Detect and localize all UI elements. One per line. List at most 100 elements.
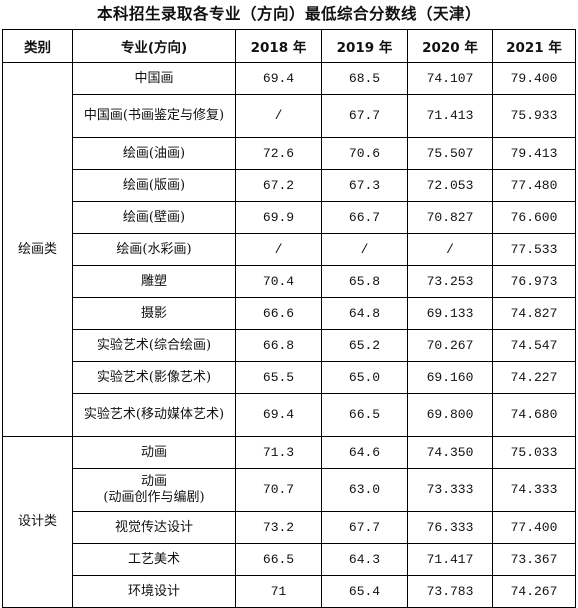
score-cell: / (235, 94, 322, 138)
major-cell: 实验艺术(综合绘画) (72, 329, 236, 362)
score-cell: 67.7 (321, 511, 408, 544)
score-cell: 65.2 (321, 329, 408, 362)
score-cell: 67.3 (321, 169, 408, 202)
score-cell: 69.4 (235, 393, 322, 437)
score-cell: 74.107 (407, 62, 493, 95)
score-cell: 73.783 (407, 575, 493, 608)
score-cell: 67.7 (321, 94, 408, 138)
table-row: 绘画(水彩画) / / / 77.533 (3, 233, 576, 266)
score-cell: 75.933 (492, 94, 576, 138)
score-cell: 71 (235, 575, 322, 608)
header-year-2021: 2021 年 (492, 29, 576, 63)
score-cell: 69.9 (235, 201, 322, 234)
major-cell: 视觉传达设计 (72, 511, 236, 544)
score-cell: 74.680 (492, 393, 576, 437)
score-cell: 70.267 (407, 329, 493, 362)
score-cell: 65.0 (321, 361, 408, 394)
score-cell: 74.227 (492, 361, 576, 394)
score-cell: 77.400 (492, 511, 576, 544)
score-cell: 77.480 (492, 169, 576, 202)
major-cell: 绘画(油画) (72, 137, 236, 170)
score-cell: 65.5 (235, 361, 322, 394)
table-row: 绘画(油画) 72.6 70.6 75.507 79.413 (3, 137, 576, 170)
score-cell: 74.333 (492, 468, 576, 512)
major-cell: 实验艺术(影像艺术) (72, 361, 236, 394)
header-year-2020: 2020 年 (407, 29, 493, 63)
score-cell: 74.350 (407, 436, 493, 469)
score-cell: 66.7 (321, 201, 408, 234)
score-cell: 65.8 (321, 265, 408, 298)
major-cell: 绘画(版画) (72, 169, 236, 202)
major-cell: 绘画(壁画) (72, 201, 236, 234)
table-row: 摄影 66.6 64.8 69.133 74.827 (3, 297, 576, 330)
major-cell: 摄影 (72, 297, 236, 330)
score-cell: 75.507 (407, 137, 493, 170)
table-row: 环境设计 71 65.4 73.783 74.267 (3, 575, 576, 608)
table-row: 实验艺术(综合绘画) 66.8 65.2 70.267 74.547 (3, 329, 576, 362)
score-cell: 77.533 (492, 233, 576, 266)
table-row: 中国画(书画鉴定与修复) / 67.7 71.413 75.933 (3, 94, 576, 138)
score-cell: 69.160 (407, 361, 493, 394)
major-cell: 实验艺术(移动媒体艺术) (72, 393, 236, 437)
major-cell: 绘画(水彩画) (72, 233, 236, 266)
table-row: 绘画(壁画) 69.9 66.7 70.827 76.600 (3, 201, 576, 234)
score-cell: 66.8 (235, 329, 322, 362)
score-cell: 76.600 (492, 201, 576, 234)
score-cell: 71.413 (407, 94, 493, 138)
table-row: 绘画类 中国画 69.4 68.5 74.107 79.400 (2, 62, 576, 437)
table-row: 实验艺术(影像艺术) 65.5 65.0 69.160 74.227 (3, 361, 576, 394)
score-cell: 65.4 (321, 575, 408, 608)
score-cell: 70.4 (235, 265, 322, 298)
score-cell: 79.400 (492, 62, 576, 95)
table-row: 工艺美术 66.5 64.3 71.417 73.367 (3, 543, 576, 576)
score-cell: 70.6 (321, 137, 408, 170)
score-cell: 69.800 (407, 393, 493, 437)
major-cell: 中国画(书画鉴定与修复) (72, 94, 236, 138)
header-category: 类别 (2, 29, 73, 63)
header-year-2019: 2019 年 (321, 29, 408, 63)
score-table: 类别 专业(方向) 2018 年 2019 年 2020 年 2021 年 绘画… (2, 29, 576, 608)
score-cell: 72.053 (407, 169, 493, 202)
score-cell: / (407, 233, 493, 266)
score-cell: 76.973 (492, 265, 576, 298)
score-cell: 73.253 (407, 265, 493, 298)
major-cell: 环境设计 (72, 575, 236, 608)
score-cell: / (235, 233, 322, 266)
score-cell: 69.133 (407, 297, 493, 330)
score-cell: 70.7 (235, 468, 322, 512)
score-cell: 71.417 (407, 543, 493, 576)
score-cell: 66.5 (235, 543, 322, 576)
table-row: 动画 (动画创作与编剧) 70.7 63.0 73.333 74.333 (3, 468, 576, 512)
score-cell: 63.0 (321, 468, 408, 512)
category-cell: 设计类 (2, 436, 73, 608)
score-cell: 74.267 (492, 575, 576, 608)
major-cell: 雕塑 (72, 265, 236, 298)
category-cell: 绘画类 (2, 62, 73, 437)
header-row: 类别 专业(方向) 2018 年 2019 年 2020 年 2021 年 (2, 29, 576, 63)
score-cell: 75.033 (492, 436, 576, 469)
table-row: 实验艺术(移动媒体艺术) 69.4 66.5 69.800 74.680 (3, 393, 576, 437)
score-cell: / (321, 233, 408, 266)
score-cell: 66.6 (235, 297, 322, 330)
major-cell: 动画 (72, 436, 236, 469)
major-cell: 动画 (动画创作与编剧) (72, 468, 236, 512)
score-cell: 64.3 (321, 543, 408, 576)
score-cell: 64.6 (321, 436, 408, 469)
score-cell: 74.827 (492, 297, 576, 330)
score-cell: 67.2 (235, 169, 322, 202)
score-cell: 69.4 (235, 62, 322, 95)
page-title: 本科招生录取各专业（方向）最低综合分数线（天津） (96, 5, 481, 23)
score-cell: 71.3 (235, 436, 322, 469)
score-cell: 79.413 (492, 137, 576, 170)
table-row: 视觉传达设计 73.2 67.7 76.333 77.400 (3, 511, 576, 544)
major-cell: 中国画 (72, 62, 236, 95)
score-cell: 76.333 (407, 511, 493, 544)
score-cell: 68.5 (321, 62, 408, 95)
score-cell: 66.5 (321, 393, 408, 437)
score-cell: 73.333 (407, 468, 493, 512)
table-row: 雕塑 70.4 65.8 73.253 76.973 (3, 265, 576, 298)
score-cell: 64.8 (321, 297, 408, 330)
score-cell: 72.6 (235, 137, 322, 170)
table-row: 绘画(版画) 67.2 67.3 72.053 77.480 (3, 169, 576, 202)
score-cell: 73.2 (235, 511, 322, 544)
